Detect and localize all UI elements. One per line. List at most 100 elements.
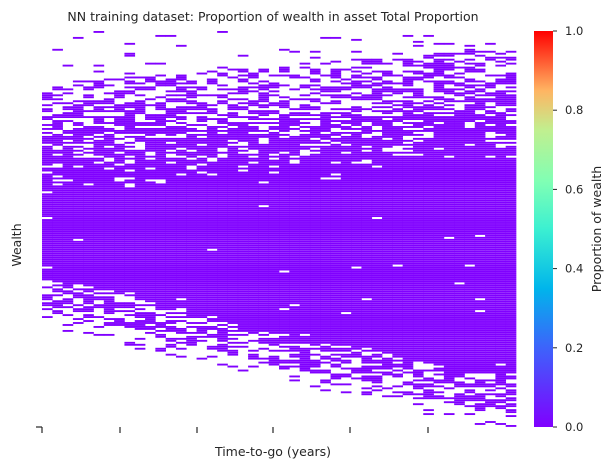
heatmap-cell bbox=[320, 341, 331, 344]
heatmap-cell bbox=[351, 189, 362, 192]
heatmap-cell bbox=[196, 112, 208, 115]
heatmap-cell bbox=[186, 153, 197, 156]
heatmap-cell bbox=[93, 86, 105, 89]
heatmap-cell bbox=[268, 361, 280, 364]
heatmap-cell bbox=[186, 225, 197, 227]
heatmap-cell bbox=[52, 240, 63, 243]
heatmap-cell bbox=[382, 88, 393, 91]
heatmap-cell bbox=[433, 242, 445, 245]
heatmap-cell bbox=[268, 264, 280, 267]
heatmap-cell bbox=[320, 326, 331, 328]
heatmap-cell bbox=[227, 151, 239, 154]
heatmap-cell bbox=[237, 304, 249, 307]
heatmap-cell bbox=[340, 173, 352, 176]
heatmap-cell bbox=[423, 357, 434, 360]
heatmap-cell bbox=[52, 141, 63, 144]
heatmap-cell bbox=[361, 345, 373, 348]
heatmap-cell bbox=[196, 270, 208, 273]
heatmap-cell bbox=[52, 98, 63, 101]
heatmap-cell bbox=[258, 326, 270, 328]
heatmap-cell bbox=[454, 141, 465, 144]
heatmap-cell bbox=[330, 94, 342, 97]
heatmap-cell bbox=[93, 173, 105, 176]
heatmap-cell bbox=[402, 189, 414, 192]
heatmap-cell bbox=[454, 256, 465, 259]
heatmap-cell bbox=[227, 341, 239, 344]
heatmap-cell bbox=[320, 225, 331, 227]
heatmap-cell bbox=[423, 288, 434, 291]
heatmap-cell bbox=[165, 195, 177, 198]
heatmap-cell bbox=[309, 165, 321, 168]
heatmap-cell bbox=[392, 183, 403, 186]
heatmap-cell bbox=[206, 288, 218, 291]
heatmap-cell bbox=[330, 139, 342, 142]
heatmap-cell bbox=[443, 274, 455, 277]
heatmap-cell bbox=[186, 223, 197, 225]
heatmap-cell bbox=[382, 151, 393, 154]
heatmap-cell bbox=[83, 102, 94, 105]
heatmap-cell bbox=[289, 199, 300, 202]
heatmap-cell bbox=[114, 122, 125, 124]
heatmap-cell bbox=[237, 98, 249, 101]
heatmap-cell bbox=[175, 225, 187, 227]
heatmap-cell bbox=[175, 234, 187, 237]
heatmap-cell bbox=[237, 88, 249, 91]
heatmap-cell bbox=[124, 110, 136, 113]
heatmap-cell bbox=[330, 234, 342, 237]
heatmap-cell bbox=[454, 337, 465, 340]
heatmap-cell bbox=[258, 300, 270, 303]
heatmap-cell bbox=[217, 310, 228, 313]
heatmap-cell bbox=[237, 189, 249, 192]
heatmap-cell bbox=[289, 108, 300, 111]
heatmap-cell bbox=[392, 197, 403, 200]
heatmap-cell bbox=[165, 82, 177, 85]
heatmap-cell bbox=[258, 114, 270, 117]
heatmap-cell bbox=[454, 209, 465, 212]
heatmap-cell bbox=[155, 149, 166, 152]
heatmap-cell bbox=[289, 294, 300, 297]
heatmap-cell bbox=[186, 248, 197, 251]
heatmap-cell bbox=[402, 284, 414, 287]
heatmap-cell bbox=[443, 290, 455, 293]
heatmap-cell bbox=[351, 225, 362, 227]
heatmap-cell bbox=[52, 201, 63, 204]
heatmap-cell bbox=[237, 256, 249, 259]
heatmap-cell bbox=[83, 314, 94, 317]
heatmap-cell bbox=[454, 197, 465, 200]
heatmap-cell bbox=[371, 84, 383, 87]
heatmap-cell bbox=[186, 288, 197, 291]
heatmap-cell bbox=[361, 116, 373, 119]
heatmap-cell bbox=[340, 86, 352, 89]
heatmap-cell bbox=[351, 165, 362, 168]
heatmap-cell bbox=[248, 74, 259, 77]
heatmap-cell bbox=[62, 268, 74, 271]
heatmap-cell bbox=[206, 270, 218, 273]
heatmap-cell bbox=[340, 163, 352, 166]
heatmap-cell bbox=[217, 135, 228, 138]
heatmap-cell bbox=[412, 141, 424, 144]
heatmap-cell bbox=[340, 355, 352, 358]
heatmap-cell bbox=[309, 197, 321, 200]
heatmap-cell bbox=[433, 248, 445, 251]
heatmap-cell bbox=[124, 280, 136, 283]
heatmap-cell bbox=[155, 217, 166, 219]
heatmap-cell bbox=[371, 252, 383, 255]
heatmap-cell bbox=[320, 197, 331, 200]
heatmap-cell bbox=[402, 353, 414, 356]
heatmap-cell bbox=[175, 264, 187, 267]
heatmap-cell bbox=[124, 276, 136, 279]
heatmap-cell bbox=[392, 118, 403, 120]
heatmap-cell bbox=[134, 189, 146, 192]
heatmap-cell bbox=[309, 248, 321, 251]
heatmap-cell bbox=[361, 60, 373, 63]
heatmap-cell bbox=[186, 124, 197, 126]
heatmap-cell bbox=[258, 347, 270, 350]
heatmap-cell bbox=[206, 278, 218, 281]
heatmap-cell bbox=[382, 173, 393, 176]
heatmap-cell bbox=[382, 371, 393, 374]
heatmap-cell bbox=[289, 282, 300, 285]
heatmap-cell bbox=[237, 324, 249, 326]
heatmap-cell bbox=[268, 195, 280, 198]
heatmap-cell bbox=[42, 110, 53, 113]
heatmap-cell bbox=[443, 52, 455, 55]
